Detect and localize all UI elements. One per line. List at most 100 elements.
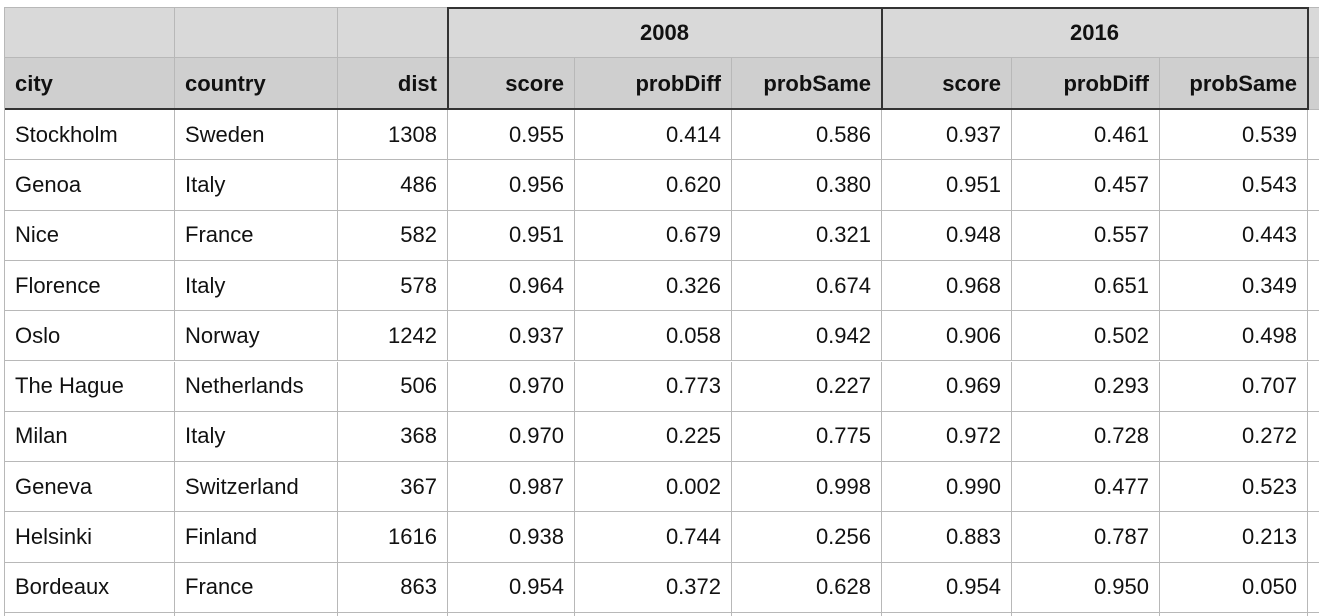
table-cell[interactable]: Florence (5, 260, 175, 312)
table-cell[interactable]: 0.987 (448, 462, 575, 513)
table-cell[interactable]: 0.968 (882, 260, 1012, 312)
table-cell[interactable]: 0.990 (882, 462, 1012, 513)
table-cell[interactable]: 0.321 (732, 210, 882, 261)
table-cell[interactable]: 0.937 (882, 110, 1012, 161)
column-header[interactable]: probDiff (575, 58, 732, 110)
table-cell[interactable]: 0.523 (1160, 462, 1308, 513)
column-header[interactable]: probSame (732, 58, 882, 110)
table-cell[interactable]: 0.964 (448, 260, 575, 312)
table-cell[interactable]: 0.256 (732, 512, 882, 563)
table-cell[interactable]: 0.058 (575, 311, 732, 362)
table-cell[interactable]: 0.372 (575, 562, 732, 613)
table-cell[interactable]: 0.620 (575, 160, 732, 211)
table-cell[interactable]: 0.002 (575, 462, 732, 513)
table-cell[interactable]: 0.457 (1012, 160, 1160, 211)
column-header[interactable]: probSame (1160, 58, 1308, 110)
table-cell[interactable]: 1308 (338, 110, 448, 161)
table-cell[interactable]: Netherlands (175, 361, 338, 412)
table-cell[interactable]: 0.477 (1012, 462, 1160, 513)
table-cell[interactable]: Bordeaux (5, 562, 175, 613)
column-header[interactable]: country (175, 58, 338, 110)
table-cell[interactable]: 0.970 (448, 411, 575, 463)
table-cell[interactable]: 0.539 (1160, 110, 1308, 161)
table-cell[interactable]: 0.213 (1160, 512, 1308, 563)
table-cell[interactable]: 0.557 (1012, 210, 1160, 261)
table-cell[interactable]: France (175, 210, 338, 261)
column-header[interactable]: dist (338, 58, 448, 110)
table-cell[interactable]: 0.950 (1012, 562, 1160, 613)
table-cell[interactable]: 0.586 (732, 110, 882, 161)
table-cell[interactable]: 0.651 (1012, 260, 1160, 312)
table-cell[interactable]: 0.998 (732, 462, 882, 513)
table-cell[interactable]: 0.969 (882, 361, 1012, 412)
table-cell[interactable]: 0.674 (732, 260, 882, 312)
table-cell[interactable]: 0.293 (1012, 361, 1160, 412)
column-header[interactable]: score (448, 58, 575, 110)
table-cell[interactable]: 0.955 (448, 110, 575, 161)
table-cell[interactable]: 0.326 (575, 260, 732, 312)
column-header[interactable]: score (882, 58, 1012, 110)
table-cell[interactable]: 0.707 (1160, 361, 1308, 412)
table-cell[interactable]: 0.970 (448, 361, 575, 412)
table-cell[interactable]: 863 (338, 562, 448, 613)
table-cell[interactable]: 582 (338, 210, 448, 261)
table-cell[interactable]: 0.956 (448, 160, 575, 211)
table-cell[interactable]: 0.951 (882, 160, 1012, 211)
table-cell[interactable]: Milan (5, 411, 175, 463)
table-cell[interactable]: 0.443 (1160, 210, 1308, 261)
table-cell[interactable]: 0.937 (448, 311, 575, 362)
table-cell[interactable]: 0.744 (575, 512, 732, 563)
table-cell[interactable]: 367 (338, 462, 448, 513)
table-cell[interactable]: 0.461 (1012, 110, 1160, 161)
table-cell[interactable]: Italy (175, 411, 338, 463)
table-cell[interactable]: 0.272 (1160, 411, 1308, 463)
table-cell[interactable]: 0.502 (1012, 311, 1160, 362)
table-cell[interactable]: 506 (338, 361, 448, 412)
table-cell[interactable]: 0.728 (1012, 411, 1160, 463)
table-cell[interactable]: 0.951 (448, 210, 575, 261)
table-cell[interactable]: 0.414 (575, 110, 732, 161)
table-cell[interactable]: 0.787 (1012, 512, 1160, 563)
table-cell[interactable]: Genoa (5, 160, 175, 211)
table-cell[interactable]: 368 (338, 411, 448, 463)
table-cell[interactable]: 0.227 (732, 361, 882, 412)
table-cell[interactable]: 1616 (338, 512, 448, 563)
table-cell[interactable]: 1242 (338, 311, 448, 362)
table-cell[interactable]: 0.050 (1160, 562, 1308, 613)
column-header[interactable]: probDiff (1012, 58, 1160, 110)
table-cell[interactable]: Helsinki (5, 512, 175, 563)
table-cell[interactable]: Oslo (5, 311, 175, 362)
table-cell[interactable]: 486 (338, 160, 448, 211)
column-header[interactable]: city (5, 58, 175, 110)
table-cell[interactable]: 0.972 (882, 411, 1012, 463)
table-cell[interactable]: Finland (175, 512, 338, 563)
table-cell[interactable]: 0.954 (882, 562, 1012, 613)
table-cell[interactable]: 0.225 (575, 411, 732, 463)
table-cell[interactable]: 0.380 (732, 160, 882, 211)
table-cell[interactable]: 0.498 (1160, 311, 1308, 362)
table-cell[interactable]: 0.948 (882, 210, 1012, 261)
table-cell[interactable]: Stockholm (5, 110, 175, 161)
table-cell[interactable]: Sweden (175, 110, 338, 161)
table-cell[interactable]: Nice (5, 210, 175, 261)
table-cell[interactable]: France (175, 562, 338, 613)
table-cell[interactable]: Geneva (5, 462, 175, 513)
table-cell[interactable]: 0.679 (575, 210, 732, 261)
table-cell (1308, 512, 1319, 563)
table-cell[interactable]: Italy (175, 160, 338, 211)
table-cell[interactable]: The Hague (5, 361, 175, 412)
table-cell[interactable]: 0.543 (1160, 160, 1308, 211)
table-cell[interactable]: Italy (175, 260, 338, 312)
table-cell[interactable]: 0.906 (882, 311, 1012, 362)
table-cell[interactable]: 0.942 (732, 311, 882, 362)
table-cell[interactable]: 0.938 (448, 512, 575, 563)
table-cell[interactable]: 578 (338, 260, 448, 312)
table-cell[interactable]: 0.883 (882, 512, 1012, 563)
table-cell[interactable]: Switzerland (175, 462, 338, 513)
table-cell[interactable]: 0.775 (732, 411, 882, 463)
table-cell[interactable]: Norway (175, 311, 338, 362)
table-cell[interactable]: 0.773 (575, 361, 732, 412)
table-cell[interactable]: 0.628 (732, 562, 882, 613)
table-cell[interactable]: 0.954 (448, 562, 575, 613)
table-cell[interactable]: 0.349 (1160, 260, 1308, 312)
